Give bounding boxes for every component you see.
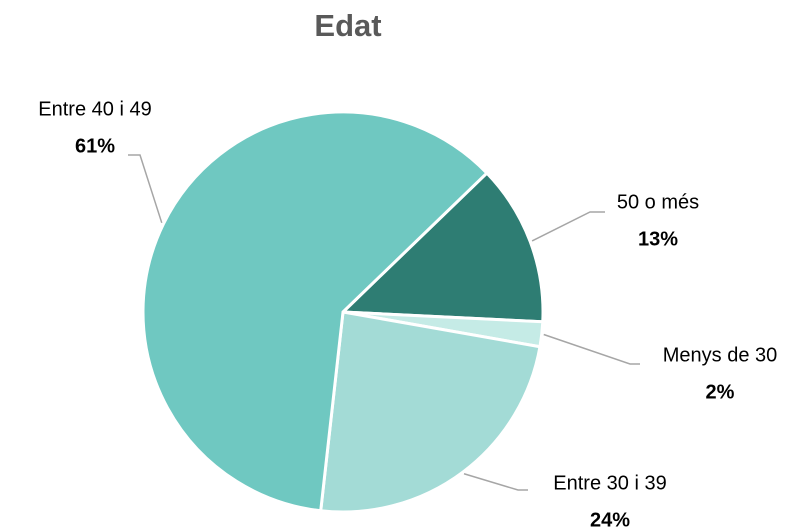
slice-label: 50 o més <box>617 191 699 213</box>
slice-value-label: 2% <box>706 381 735 403</box>
pie-slice <box>141 110 489 513</box>
pie-slice <box>319 310 542 514</box>
leader-line <box>463 473 528 491</box>
chart-title: Edat <box>314 8 381 43</box>
pie-slice <box>339 170 545 324</box>
leader-line <box>543 333 640 365</box>
leader-line <box>128 154 163 224</box>
slice-label: Entre 40 i 49 <box>38 98 151 120</box>
slice-label: Entre 30 i 39 <box>553 472 666 494</box>
slice-label: Menys de 30 <box>663 344 778 366</box>
slice-value-label: 61% <box>75 135 115 157</box>
slice-value-label: 13% <box>638 228 678 250</box>
leader-line <box>531 211 605 242</box>
slice-value-label: 24% <box>590 509 630 531</box>
